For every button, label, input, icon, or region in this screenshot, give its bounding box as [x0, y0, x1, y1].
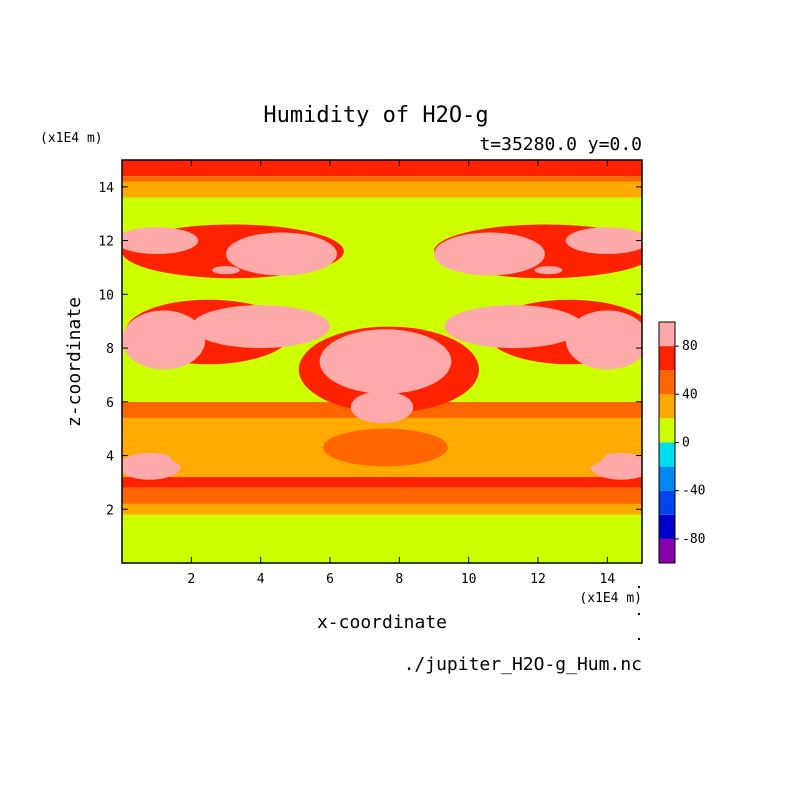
x-tick-label: 8	[395, 572, 403, 587]
y-tick-label: 14	[98, 181, 114, 196]
contour-region	[319, 329, 452, 394]
y-axis-label: z-coordinate	[64, 297, 85, 427]
x-tick-label: 14	[600, 572, 616, 587]
contour-band	[122, 487, 642, 504]
contour-region	[167, 423, 320, 478]
y-tick-label: 8	[106, 342, 114, 357]
contour-region	[226, 232, 337, 276]
colorbar-tick-label: 0	[682, 436, 690, 451]
contour-region	[444, 305, 584, 349]
contour-band	[122, 477, 642, 488]
contour-band	[122, 176, 642, 182]
colorbar-swatch	[659, 514, 675, 539]
colorbar-swatch	[659, 466, 675, 491]
contour-region	[350, 391, 414, 424]
contour-region	[590, 452, 642, 480]
x-tick-label: 6	[326, 572, 334, 587]
contour-region	[434, 232, 545, 276]
x-tick-label: 4	[257, 572, 265, 587]
y-tick-label: 12	[98, 235, 114, 250]
contour-region	[323, 428, 448, 467]
colorbar-swatch	[659, 394, 675, 419]
contour-band	[122, 181, 642, 198]
x-tick-label: 10	[461, 572, 477, 587]
contour-band	[122, 503, 642, 515]
x-axis-label: x-coordinate	[317, 612, 447, 633]
y-tick-label: 10	[98, 288, 114, 303]
chart-subtitle: t=35280.0 y=0.0	[479, 134, 642, 155]
plot-area	[122, 160, 642, 563]
colorbar-swatch	[659, 538, 675, 563]
contour-region	[565, 227, 642, 255]
axes: 2 4 6 8 10 12 14 2 4 6 8 10 12 14	[98, 160, 642, 587]
contour-region	[212, 266, 240, 275]
colorbar-swatch	[659, 346, 675, 371]
plot-frame	[121, 159, 643, 564]
x-unit-label: (x1E4 m)	[579, 591, 642, 606]
y-tick-label: 4	[106, 450, 114, 465]
colorbar-tick-label: 80	[682, 339, 698, 354]
contour-region	[454, 423, 608, 478]
contour-band	[122, 160, 642, 177]
chart-title: Humidity of H2O-g	[263, 103, 488, 128]
y-tick-label: 2	[106, 503, 114, 518]
y-tick-label: 6	[106, 396, 114, 411]
x-tick-label: 12	[530, 572, 546, 587]
contour-region	[122, 227, 199, 255]
corner-mark	[638, 638, 640, 640]
x-tick-label: 2	[187, 572, 195, 587]
contour-region	[122, 310, 206, 370]
contour-region	[122, 452, 181, 480]
corner-mark	[638, 586, 640, 588]
contour-band	[122, 514, 642, 563]
colorbar-swatch	[659, 490, 675, 515]
colorbar-tick-label: -40	[682, 484, 705, 499]
contour-region	[534, 266, 563, 275]
colorbar-swatch	[659, 370, 675, 395]
colorbar-swatch	[659, 418, 675, 443]
colorbar-tick-label: -80	[682, 532, 705, 547]
corner-mark	[638, 613, 640, 615]
colorbar-swatch	[659, 442, 675, 467]
colorbar-tick-label: 40	[682, 387, 698, 402]
y-unit-label: (x1E4 m)	[40, 131, 103, 146]
corner-marks	[638, 586, 640, 640]
colorbar: 80 40 0 -40 -80	[658, 321, 705, 564]
contour-region	[565, 310, 642, 370]
contour-region	[191, 305, 330, 349]
source-file-label: ./jupiter_H2O-g_Hum.nc	[404, 654, 642, 675]
colorbar-swatch	[659, 322, 675, 347]
